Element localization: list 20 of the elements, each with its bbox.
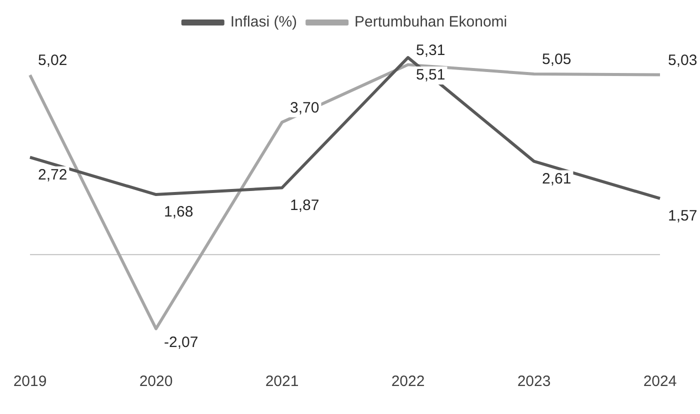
x-tick-label: 2024 — [643, 373, 677, 390]
data-label: 3,70 — [290, 99, 320, 116]
data-label: 2,61 — [542, 170, 572, 188]
legend-label: Pertumbuhan Ekonomi — [354, 14, 508, 31]
x-tick-label: 2023 — [517, 373, 551, 390]
data-label: 2,72 — [38, 166, 68, 184]
data-label: 1,68 — [164, 204, 194, 221]
data-label: 5,03 — [668, 52, 698, 69]
x-tick-label: 2021 — [265, 373, 299, 390]
x-tick-label: 2019 — [13, 373, 47, 390]
x-tick-label: 2020 — [139, 373, 173, 390]
data-label: -2,07 — [164, 334, 198, 351]
data-label: 5,02 — [38, 52, 68, 70]
data-label: 1,87 — [290, 196, 320, 214]
data-label: 5,31 — [416, 42, 446, 59]
data-label: 1,57 — [668, 208, 698, 225]
data-label: 5,51 — [416, 66, 446, 84]
legend-label: Inflasi (%) — [230, 14, 298, 31]
x-tick-label: 2022 — [391, 373, 425, 390]
data-label: 5,05 — [542, 51, 572, 68]
